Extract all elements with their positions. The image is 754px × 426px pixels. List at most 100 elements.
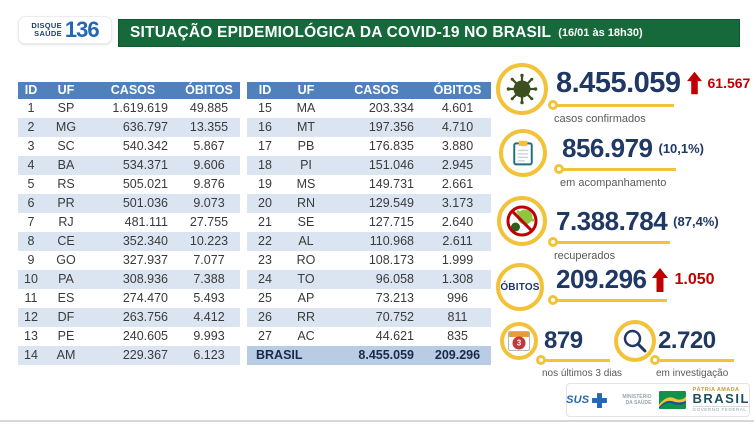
cell-uf: RO: [296, 253, 316, 267]
cell-id: 7: [27, 215, 35, 229]
cell-uf: PI: [283, 156, 329, 175]
disque-number: 136: [64, 17, 100, 42]
monitoring-value: 856.979: [562, 133, 653, 163]
cell-casos: 501.036: [88, 194, 178, 213]
ministry-label: MINISTÉRIO DA SAÚDE: [622, 394, 652, 406]
cell-uf: PE: [57, 329, 75, 343]
cell-casos: 197.356: [329, 118, 424, 137]
table-row: 3 SC 540.342 5.867: [18, 137, 240, 156]
gold-underline: [548, 100, 674, 110]
cell-uf: RN: [283, 194, 329, 213]
cell-uf: RR: [283, 308, 329, 327]
cell-uf: CE: [44, 232, 88, 251]
cell-uf: PR: [44, 194, 88, 213]
cell-uf: SC: [57, 139, 75, 153]
cell-uf: TO: [283, 270, 329, 289]
under-investigation-label: em investigação: [656, 368, 729, 379]
table-row: 13 PE 240.605 9.993: [18, 327, 240, 346]
table-row: 26 RR 70.752 811: [247, 308, 491, 327]
cell-casos: 534.371: [88, 156, 178, 175]
cell-casos: 240.605: [122, 329, 168, 343]
cell-id: 16: [247, 118, 283, 137]
cell-uf: AM: [44, 346, 88, 365]
last-3-days-value: 879: [544, 327, 583, 354]
table-row: 7 RJ 481.111 27.755: [18, 213, 240, 232]
cell-obitos: 9.606: [178, 156, 240, 175]
cell-uf: AL: [283, 232, 329, 251]
table-row: 27 AC 44.621 835: [247, 327, 491, 346]
magnifier-icon: [614, 320, 656, 362]
cell-uf: BA: [44, 156, 88, 175]
cell-uf: AC: [297, 329, 315, 343]
table-row: 18 PI 151.046 2.945: [247, 156, 491, 175]
confirmed-cases-label: casos confirmados: [554, 113, 646, 125]
table-row: 25 AP 73.213 996: [247, 289, 491, 308]
cell-casos: 352.340: [88, 232, 178, 251]
disque-saude-136-logo: DISQUE SAÚDE 136: [18, 16, 112, 44]
obitos-badge: ÓBITOS: [496, 263, 544, 311]
cell-id: 4: [18, 156, 44, 175]
governo-federal-label: GOVERNO FEDERAL: [692, 406, 750, 413]
cell-obitos: 1.999: [441, 253, 474, 267]
total-obitos: 209.296: [424, 346, 491, 365]
cell-obitos: 2.611: [424, 232, 491, 251]
cell-uf: GO: [56, 253, 76, 267]
cell-uf: MS: [296, 177, 316, 191]
left-table-body: 1 SP 1.619.619 49.885 2 MG 636.797 13.355 3 SC 540…: [18, 99, 240, 365]
column-header-uf: UF: [283, 82, 329, 99]
cell-obitos: 3.173: [424, 194, 491, 213]
table-row: 6 PR 501.036 9.073: [18, 194, 240, 213]
cell-id: 18: [247, 156, 283, 175]
cell-casos: 203.334: [368, 101, 414, 115]
brasil-total-row: BRASIL 8.455.059 209.296: [247, 346, 491, 365]
cell-obitos: 811: [424, 308, 491, 327]
column-header-id: ID: [18, 82, 44, 99]
cell-obitos: 10.223: [178, 232, 240, 251]
cell-casos: 44.621: [375, 329, 414, 343]
no-virus-icon: [497, 196, 547, 246]
cell-casos: 636.797: [88, 118, 178, 137]
cell-casos: 73.213: [375, 291, 414, 305]
cell-uf: PB: [297, 139, 315, 153]
table-row: 22 AL 110.968 2.611: [247, 232, 491, 251]
cell-casos: 308.936: [88, 270, 178, 289]
cell-obitos: 2.661: [441, 177, 474, 191]
total-label: BRASIL: [247, 346, 329, 365]
cell-casos: 229.367: [88, 346, 178, 365]
last-3-days-label: nos últimos 3 dias: [542, 368, 623, 379]
cell-obitos: 835: [447, 329, 468, 343]
confirmed-cases-value: 8.455.059: [556, 67, 681, 99]
title-banner: SITUAÇÃO EPIDEMIOLÓGICA DA COVID-19 NO B…: [118, 19, 740, 47]
cell-obitos: 9.993: [193, 329, 225, 343]
cell-id: 8: [18, 232, 44, 251]
cell-id: 3: [27, 139, 35, 153]
cell-id: 25: [258, 291, 272, 305]
cell-id: 9: [27, 253, 35, 267]
cell-uf: PA: [44, 270, 88, 289]
cell-id: 12: [18, 308, 44, 327]
column-header-obitos: ÓBITOS: [178, 82, 240, 99]
right-table-body: 15 MA 203.334 4.601 16 MT 197.356 4.710 17 PB 176.…: [247, 99, 491, 346]
sus-cross-icon: [592, 392, 608, 408]
gold-underline: [650, 355, 734, 365]
cell-obitos: 9.876: [193, 177, 225, 191]
deaths-stat: 209.296 1.050: [548, 266, 715, 305]
states-table-right: ID UF CASOS ÓBITOS 15 MA 203.334 4.601 16 MT 1…: [247, 82, 491, 365]
cell-obitos: 1.308: [424, 270, 491, 289]
table-row: 16 MT 197.356 4.710: [247, 118, 491, 137]
table-row: 20 RN 129.549 3.173: [247, 194, 491, 213]
cell-casos: 70.752: [329, 308, 424, 327]
cell-obitos: 27.755: [189, 215, 229, 229]
cell-id: 11: [24, 291, 38, 305]
cell-uf: AP: [297, 291, 315, 305]
cell-uf: MG: [44, 118, 88, 137]
cell-obitos: 4.710: [424, 118, 491, 137]
cell-obitos: 5.493: [193, 291, 225, 305]
cell-obitos: 2.945: [424, 156, 491, 175]
table-row: 1 SP 1.619.619 49.885: [18, 99, 240, 118]
cell-casos: 110.968: [329, 232, 424, 251]
cell-casos: 481.111: [124, 215, 168, 229]
disque-saude-label: DISQUE SAÚDE: [31, 22, 62, 38]
table-row: 4 BA 534.371 9.606: [18, 156, 240, 175]
deaths-value: 209.296: [556, 264, 647, 294]
